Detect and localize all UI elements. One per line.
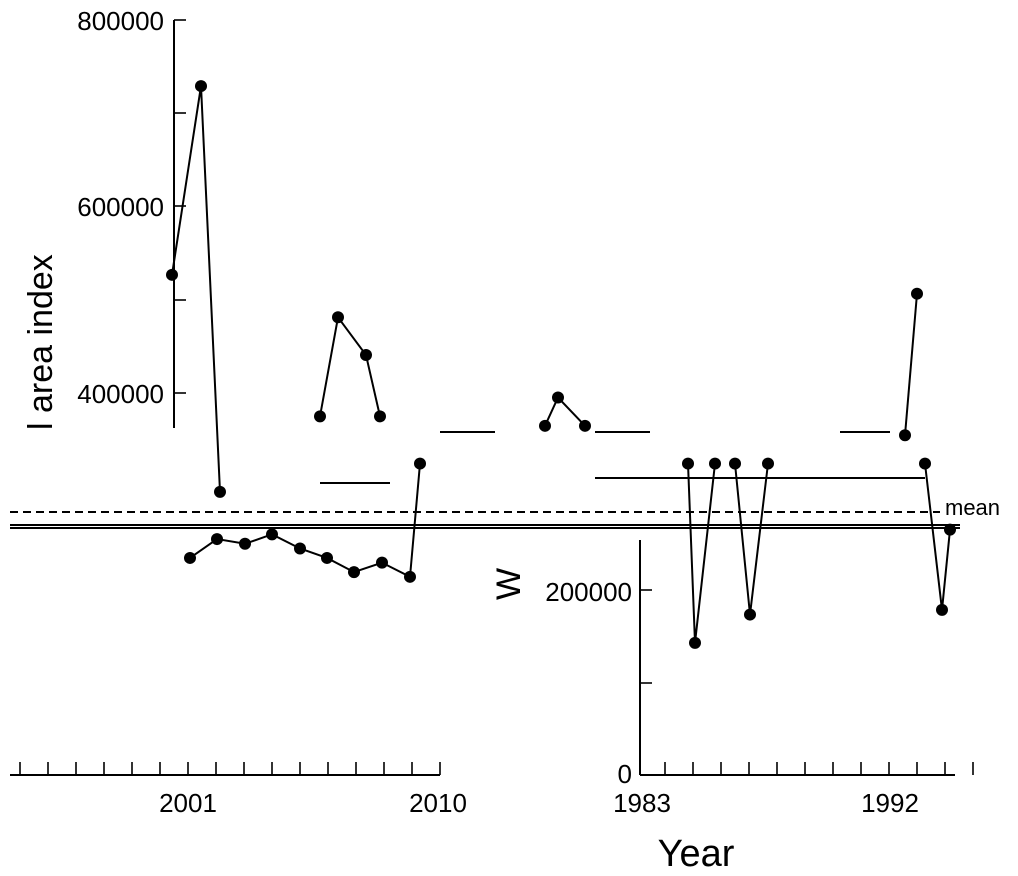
xtick-2010: 2010 — [409, 788, 467, 818]
lower-left-point-6 — [348, 566, 360, 579]
mean-label: mean — [945, 495, 1000, 520]
top-d-line — [904, 293, 918, 436]
lower-left-point-2 — [239, 537, 251, 550]
top-c-point-0 — [539, 419, 551, 432]
glitch-band — [0, 428, 960, 538]
top-a-point-0 — [166, 268, 178, 281]
y-axis-title-mid: W — [490, 568, 528, 600]
top-b-line — [319, 314, 381, 417]
lower-left-point-1 — [211, 533, 223, 546]
lower-r1-point-2 — [709, 457, 721, 470]
ytick-400000: 400000 — [77, 379, 164, 409]
lower-r2-point-0 — [729, 457, 741, 470]
lower-left-line — [189, 463, 421, 579]
ytick-600000: 600000 — [77, 192, 164, 222]
top-c-line — [544, 395, 586, 427]
top-b-point-3 — [374, 410, 386, 423]
lower-left-point-0 — [184, 551, 196, 564]
top-a-point-2 — [214, 485, 226, 498]
lower-left-point-3 — [266, 528, 278, 541]
top-b-point-2 — [360, 349, 372, 362]
x-axis-title: Year — [658, 833, 735, 875]
xtick-1983: 1983 — [613, 788, 671, 818]
top-a-point-1 — [195, 80, 207, 93]
lower-left-point-8 — [404, 570, 416, 583]
lower-r2-point-2 — [762, 457, 774, 470]
series-lower — [184, 457, 956, 649]
lower-r2-point-1 — [744, 608, 756, 621]
series-top — [166, 80, 923, 498]
lower-left-point-7 — [376, 556, 388, 569]
top-b-point-0 — [314, 410, 326, 423]
ytick-800000: 800000 — [77, 6, 164, 36]
x-ticks — [19, 19, 974, 776]
lower-r1-point-1 — [689, 636, 701, 649]
xtick-2001: 2001 — [159, 788, 217, 818]
lower-r3-point-2 — [944, 523, 956, 536]
top-d-point-0 — [899, 429, 911, 442]
lower-left-point-5 — [321, 551, 333, 564]
top-c-point-2 — [579, 419, 591, 432]
lower-r3-point-0 — [919, 457, 931, 470]
top-b-point-1 — [332, 311, 344, 324]
lower-left-point-4 — [294, 542, 306, 555]
ytick-200000-right: 200000 — [545, 577, 632, 607]
xtick-1992: 1992 — [861, 788, 919, 818]
top-c-point-1 — [552, 391, 564, 404]
lower-left-point-9 — [414, 457, 426, 470]
lower-r1-point-0 — [682, 457, 694, 470]
ytick-0-right: 0 — [618, 759, 632, 789]
top-d-point-1 — [911, 287, 923, 300]
y-axis-title: l area index — [22, 254, 60, 430]
lower-r3-point-1 — [936, 603, 948, 616]
